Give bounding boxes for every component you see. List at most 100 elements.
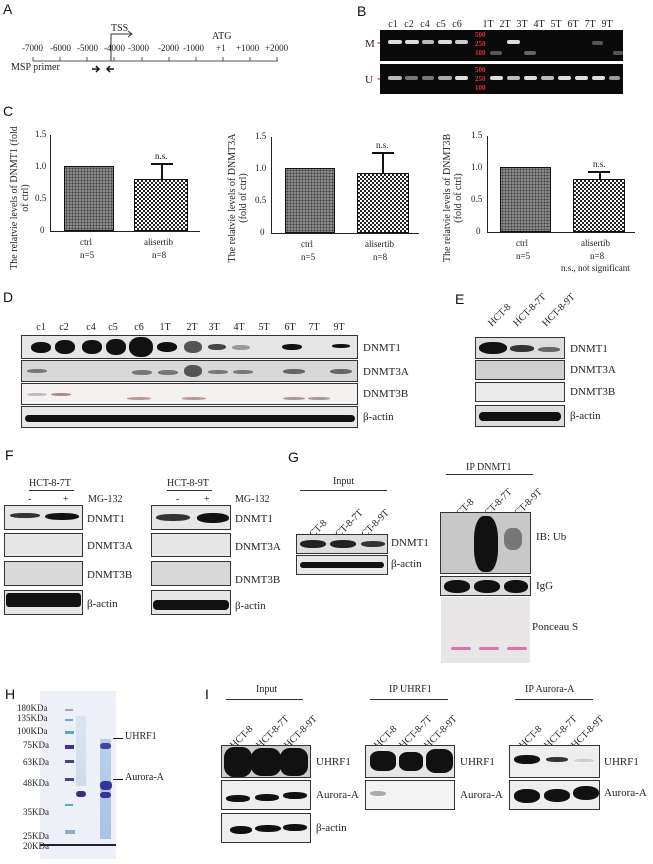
tick-label: -5000 <box>77 43 98 53</box>
tick-label: +1000 <box>236 43 260 53</box>
row-label: Aurora-A <box>604 787 647 799</box>
lane-label: c6 <box>134 322 144 333</box>
lane-label: c1 <box>388 19 398 30</box>
tick-label: -3000 <box>128 43 149 53</box>
x-n: n=8 <box>152 250 167 260</box>
row-label-u: U <box>365 74 373 86</box>
blot-beta-actin <box>221 813 311 843</box>
blot-beta-actin <box>4 590 83 615</box>
msp-primer-label: MSP primer <box>11 62 60 73</box>
tick-label: +2000 <box>265 43 289 53</box>
chart-dnmt3b: The relatvie levels of DNMT3B (fold of c… <box>430 95 653 275</box>
lane-label: 1T <box>482 19 494 30</box>
blot-beta-actin <box>151 590 231 615</box>
lane-label: 4T <box>233 322 245 333</box>
lane-label: HCT-8 <box>486 301 514 329</box>
row-label: DNMT1 <box>235 513 273 525</box>
lane-label: 2T <box>186 322 198 333</box>
panel-label-h: H <box>5 686 16 702</box>
panel-label-d: D <box>3 289 14 305</box>
cell-line-title: HCT-8-7T <box>29 478 71 489</box>
lane-label: c5 <box>108 322 118 333</box>
panel-label-b: B <box>357 3 367 19</box>
ip-aurora-a-title: IP Aurora-A <box>525 684 575 695</box>
y-tick: 0 <box>40 225 45 235</box>
blot-uhrf1 <box>221 745 311 778</box>
row-label: β-actin <box>570 410 601 422</box>
x-n: n=8 <box>373 252 388 262</box>
marker-250: 250 <box>475 40 486 48</box>
lane-label: c4 <box>86 322 96 333</box>
row-label: β-actin <box>316 822 347 834</box>
ns-annotation: n.s. <box>593 159 606 169</box>
input-title: Input <box>333 476 355 487</box>
lane-label: 2T <box>499 19 511 30</box>
blot-dnmt1 <box>475 337 565 359</box>
blot-dnmt3b <box>475 382 565 402</box>
chart-dnmt3a: The relatvie levels of DNMT3A (fold of c… <box>215 95 430 270</box>
y-tick: 1.0 <box>471 162 483 172</box>
row-label: UHRF1 <box>316 756 351 768</box>
blot-dnmt1 <box>4 505 83 530</box>
y-tick: 0.5 <box>255 195 267 205</box>
ladder-label: 100KDa <box>17 726 48 736</box>
x-category: ctrl <box>516 238 528 248</box>
row-label: Aurora-A <box>460 789 503 801</box>
row-label: DNMT3B <box>87 569 133 581</box>
ladder-label: 25KDa <box>23 831 49 841</box>
ladder-label: 35KDa <box>23 807 49 817</box>
ladder-label: 63KDa <box>23 757 49 767</box>
row-label: β-actin <box>391 558 422 570</box>
lane-label: 5T <box>550 19 562 30</box>
ns-annotation: n.s. <box>155 151 168 161</box>
blot-dnmt3b <box>151 561 231 586</box>
row-label: DNMT1 <box>570 343 608 355</box>
ladder-label: 20KDa <box>23 841 49 851</box>
x-n: n=5 <box>301 252 316 262</box>
lane-label: c1 <box>36 322 46 333</box>
blot-aurora-a <box>221 780 311 810</box>
row-label: DNMT3B <box>235 574 281 586</box>
x-n: n=5 <box>80 250 95 260</box>
x-category: alisertib <box>144 237 173 247</box>
tick-label: -2000 <box>158 43 179 53</box>
row-label: IB: Ub <box>536 531 567 543</box>
row-label: DNMT3B <box>363 388 409 400</box>
y-tick: 1.0 <box>255 163 267 173</box>
footnote: n.s., not significant <box>561 263 630 273</box>
row-label: Aurora-A <box>316 789 359 801</box>
blot-beta-actin <box>296 555 388 575</box>
marker-100: 100 <box>475 49 486 57</box>
row-label: UHRF1 <box>604 756 639 768</box>
row-label: DNMT1 <box>87 513 125 525</box>
lane-label: 3T <box>516 19 528 30</box>
row-label: DNMT3A <box>363 366 409 378</box>
blot-beta-actin <box>475 405 565 427</box>
lane-label: 9T <box>333 322 345 333</box>
plus-sign: + <box>63 494 69 505</box>
blot-ib-ub <box>440 512 531 574</box>
lane-label: 9T <box>601 19 613 30</box>
blot-aurora-a <box>365 780 455 810</box>
blot-dnmt3a <box>21 360 358 382</box>
aurora-a-annotation: Aurora-A <box>125 772 164 783</box>
panel-label-c: C <box>3 103 14 119</box>
lane-label: 6T <box>284 322 296 333</box>
y-tick: 1.0 <box>35 161 47 171</box>
lane-label: c2 <box>59 322 69 333</box>
y-tick: 1.5 <box>35 129 47 139</box>
row-label: β-actin <box>87 598 118 610</box>
y-axis-label: The relatvie levels of DNMT1 (fold of ct… <box>9 126 31 270</box>
marker-100: 100 <box>475 84 486 92</box>
x-category: alisertib <box>365 239 394 249</box>
y-tick: 0 <box>476 226 481 236</box>
row-label: β-actin <box>363 411 394 423</box>
tick-label: -6000 <box>50 43 71 53</box>
bar-ctrl <box>285 168 335 233</box>
lane-label: c2 <box>404 19 414 30</box>
bar-ctrl <box>64 166 114 231</box>
treatment-label: MG-132 <box>235 494 270 505</box>
row-label: DNMT3A <box>87 540 133 552</box>
x-n: n=8 <box>590 251 605 261</box>
row-label: IgG <box>536 580 554 592</box>
